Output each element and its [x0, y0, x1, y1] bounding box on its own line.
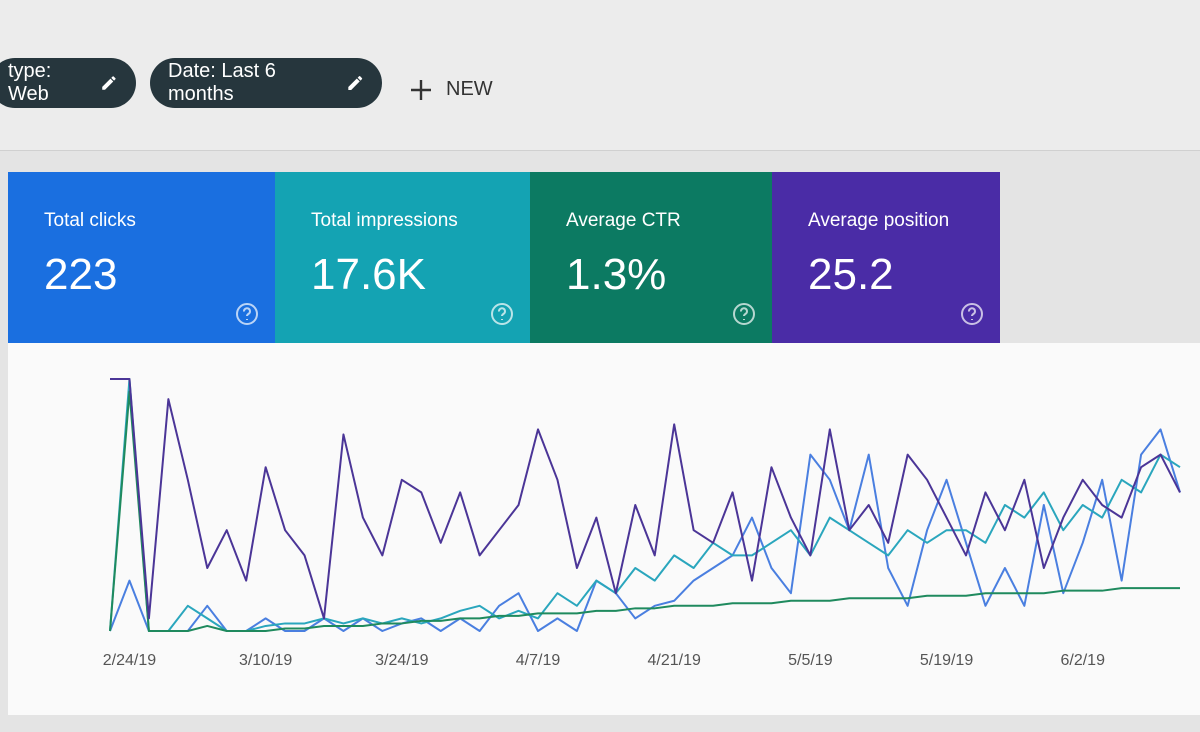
series-line	[110, 378, 1181, 620]
x-tick-label: 3/24/19	[375, 652, 428, 669]
x-tick-label: 5/5/19	[788, 652, 833, 669]
metric-label: Total impressions	[311, 210, 458, 231]
metric-card[interactable]: Total clicks 223	[8, 172, 275, 344]
chip-label: type: Web	[8, 60, 52, 105]
metric-label: Average position	[808, 210, 950, 231]
help-icon[interactable]	[960, 302, 984, 326]
metric-value: 17.6K	[311, 250, 426, 299]
metric-card[interactable]: Average CTR 1.3%	[530, 172, 772, 344]
x-tick-label: 3/10/19	[239, 652, 292, 669]
metric-label: Total clicks	[44, 210, 136, 231]
metric-label: Average CTR	[566, 210, 681, 231]
help-icon[interactable]	[490, 302, 514, 326]
x-tick-label: 4/7/19	[516, 652, 561, 669]
chart: 2/24/19 3/10/19 3/24/19 4/7/19 4/21/19 5/5/19…	[103, 378, 1181, 669]
edit-icon	[102, 76, 116, 90]
x-tick-label: 2/24/19	[103, 652, 156, 669]
help-icon[interactable]	[732, 302, 756, 326]
metric-card[interactable]: Average position 25.2	[772, 172, 1000, 344]
x-tick-label: 5/19/19	[920, 652, 973, 669]
filter-chip[interactable]: Date: Last 6 months	[150, 58, 382, 108]
edit-icon	[347, 76, 362, 90]
series-line	[109, 378, 1181, 632]
chip-label: Date: Last 6 months	[168, 60, 276, 105]
new-label: NEW	[446, 78, 493, 100]
help-icon[interactable]	[235, 302, 259, 326]
new-button[interactable]: NEW	[410, 78, 493, 101]
metric-value: 25.2	[808, 250, 894, 299]
metric-value: 1.3%	[566, 250, 667, 299]
filter-chip[interactable]: type: Web	[0, 58, 136, 108]
metric-card[interactable]: Total impressions 17.6K	[275, 172, 530, 344]
series-line	[109, 428, 1181, 632]
filter-bar: type: Web Date: Last 6 months NEW	[0, 0, 1200, 151]
series-line	[109, 390, 1180, 632]
x-tick-label: 6/2/19	[1060, 652, 1105, 669]
metric-value: 223	[44, 250, 118, 299]
plus-icon	[411, 79, 431, 100]
chart-panel: 2/24/19 3/10/19 3/24/19 4/7/19 4/21/19 5/5/19…	[8, 343, 1200, 715]
x-tick-label: 4/21/19	[647, 652, 700, 669]
